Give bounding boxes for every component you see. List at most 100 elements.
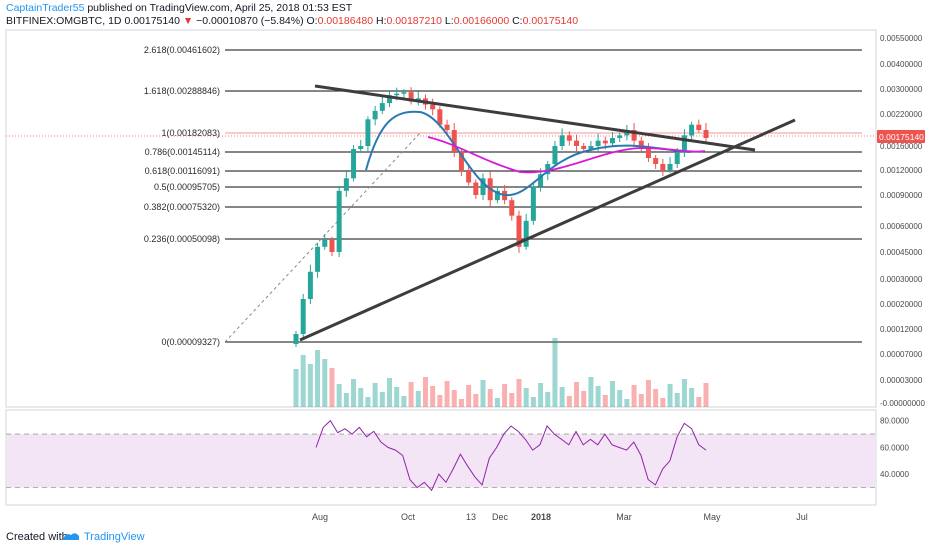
time-axis-label: Oct — [401, 512, 416, 522]
price-axis-label: 0.00090000 — [880, 191, 923, 200]
candle-body — [588, 146, 594, 149]
low-value: 0.00166000 — [453, 15, 510, 27]
volume-bar — [574, 382, 580, 407]
candle-body — [401, 92, 407, 94]
volume-bar — [530, 397, 536, 407]
volume-bar — [631, 385, 637, 407]
fib-anchor-line — [224, 132, 421, 343]
fib-label: 0.382(0.00075320) — [144, 202, 220, 212]
ma-slow-line — [365, 110, 691, 197]
price-axis-label: 0.00030000 — [880, 275, 923, 284]
volume-bar — [480, 380, 486, 407]
volume-bar — [581, 391, 587, 407]
price-axis-label: 0.00160000 — [880, 142, 923, 151]
candle-body — [617, 135, 623, 138]
candle-body — [674, 152, 680, 164]
candle-body — [293, 334, 299, 344]
volume-bar — [681, 379, 687, 407]
tradingview-brand-link[interactable]: TradingView — [84, 531, 145, 543]
fib-label: 0.5(0.00095705) — [154, 182, 220, 192]
ohlc-line: BITFINEX:OMGBTC, 1D 0.00175140 ▼ −0.0001… — [6, 15, 578, 27]
candle-body — [566, 135, 572, 141]
volume-bar — [401, 396, 407, 407]
volume-bar — [509, 393, 515, 407]
candle-body — [365, 119, 371, 146]
fib-label: 0.236(0.00050098) — [144, 234, 220, 244]
chart-header: CaptainTrader55 published on TradingView… — [0, 0, 932, 28]
volume-bar — [394, 387, 400, 407]
candle-body — [387, 95, 393, 104]
volume-bar — [674, 393, 680, 407]
price-axis-label: 0.00300000 — [880, 85, 923, 94]
price-axis-label: 0.00120000 — [880, 166, 923, 175]
candle-body — [638, 140, 644, 149]
candle-body — [595, 140, 601, 146]
candle-body — [307, 271, 313, 299]
candle-body — [329, 239, 335, 252]
lower-trendline — [299, 118, 796, 342]
candle-body — [631, 130, 637, 141]
volume-bar — [624, 399, 630, 407]
candle-body — [523, 220, 529, 247]
candle-body — [466, 170, 472, 183]
candle-body — [660, 164, 666, 170]
volume-bar — [487, 389, 493, 407]
candle-body — [437, 109, 443, 125]
volume-bar — [293, 369, 299, 407]
rsi-pane-frame — [5, 409, 877, 506]
candle-body — [315, 246, 321, 272]
price-axis-label: 0.00045000 — [880, 248, 923, 257]
volume-bar — [408, 382, 414, 407]
change-value: −0.00010870 (−5.84%) — [196, 15, 304, 27]
volume-bar — [343, 393, 349, 407]
candle-body — [300, 299, 306, 334]
high-label: H: — [376, 15, 387, 27]
candle-body — [609, 138, 615, 144]
created-with-label: Created with — [6, 531, 68, 543]
candle-body — [379, 103, 385, 111]
time-axis-label: Dec — [492, 512, 509, 522]
rsi-axis-label: 80.0000 — [880, 417, 909, 426]
last-price: 0.00175140 — [124, 15, 180, 27]
publish-info: published on TradingView.com, April 25, … — [87, 2, 353, 14]
price-chart[interactable]: 2.618(0.00461602) 1.618(0.00288846) 1(0.00… — [0, 0, 932, 524]
close-label: C: — [512, 15, 523, 27]
volume-bar — [422, 377, 428, 407]
main-pane-frame — [5, 29, 877, 408]
open-value: 0.00186480 — [317, 15, 374, 27]
open-label: O: — [306, 15, 318, 27]
volume-bar — [602, 395, 608, 407]
candle-body — [394, 93, 400, 96]
volume-bar — [444, 381, 450, 407]
volume-bar — [559, 387, 565, 407]
candle-body — [494, 190, 500, 201]
symbol-label: BITFINEX:OMGBTC, 1D — [6, 15, 122, 27]
tradingview-logo-icon[interactable] — [62, 530, 80, 545]
volume-bar — [466, 385, 472, 407]
candle-body — [336, 190, 342, 252]
candle-body — [444, 124, 450, 130]
volume-bar — [645, 380, 651, 407]
rsi-axis-label: 40.0000 — [880, 470, 909, 479]
time-axis-label: May — [703, 512, 721, 522]
price-axis-label: -0.00000000 — [880, 399, 925, 408]
candle-body — [703, 130, 709, 138]
volume-bar — [365, 397, 371, 407]
price-axis-label: 0.00020000 — [880, 300, 923, 309]
price-axis-label: 0.00400000 — [880, 60, 923, 69]
author-link[interactable]: CaptainTrader55 — [6, 2, 85, 14]
price-axis-label: 0.00550000 — [880, 34, 923, 43]
volume-bar — [336, 384, 342, 407]
time-axis-label: Jul — [796, 512, 808, 522]
fib-label: 0(0.00009327) — [161, 337, 220, 347]
price-axis-label: 0.00220000 — [880, 110, 923, 119]
price-axis-label: 0.00003000 — [880, 376, 923, 385]
volume-bar — [329, 368, 335, 407]
volume-bar — [379, 392, 385, 407]
volume-bar — [703, 383, 709, 407]
volume-bar — [538, 383, 544, 407]
candle-body — [645, 149, 651, 158]
candle-body — [509, 200, 515, 216]
price-axis-label: 0.00060000 — [880, 222, 923, 231]
fib-label: 2.618(0.00461602) — [144, 45, 220, 55]
